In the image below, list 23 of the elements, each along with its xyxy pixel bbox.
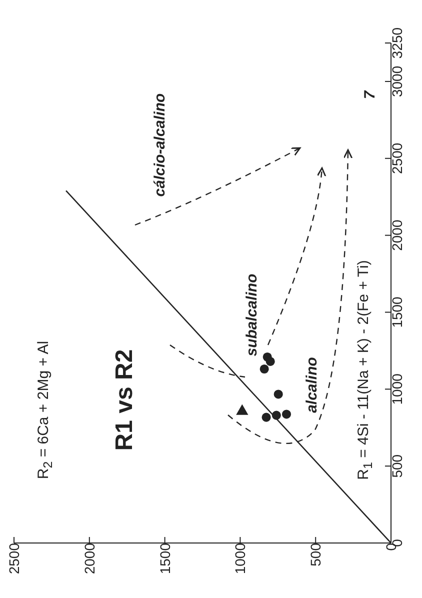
point (282, 410, 292, 419)
annotation: cálcio-alcalino (152, 93, 168, 197)
x-tick-label: 1500 (156, 542, 173, 574)
point (274, 390, 283, 399)
y-tick-label: 2000 (389, 220, 405, 251)
y-tick-label: 3000 (389, 66, 405, 98)
point (260, 364, 269, 374)
y-tick-label: 1500 (389, 296, 405, 328)
annotation: 7 (362, 90, 378, 100)
x-tick-label: 500 (308, 542, 324, 566)
y-tick-label: 3250 (389, 27, 405, 59)
text: R1 vs R2 (111, 349, 139, 451)
point (266, 356, 275, 366)
annotation: alcalino (304, 357, 320, 413)
x-tick-label: 1000 (232, 542, 248, 574)
y-tick-label: 2500 (389, 142, 405, 174)
x-tick-label: 2500 (6, 542, 22, 574)
y-tick-label: 500 (389, 454, 405, 478)
point (272, 410, 281, 420)
x-tick-label: 2000 (81, 542, 98, 574)
annotation: subalcalino (244, 274, 260, 356)
point (262, 412, 271, 422)
y-tick-label: 1000 (389, 373, 405, 405)
